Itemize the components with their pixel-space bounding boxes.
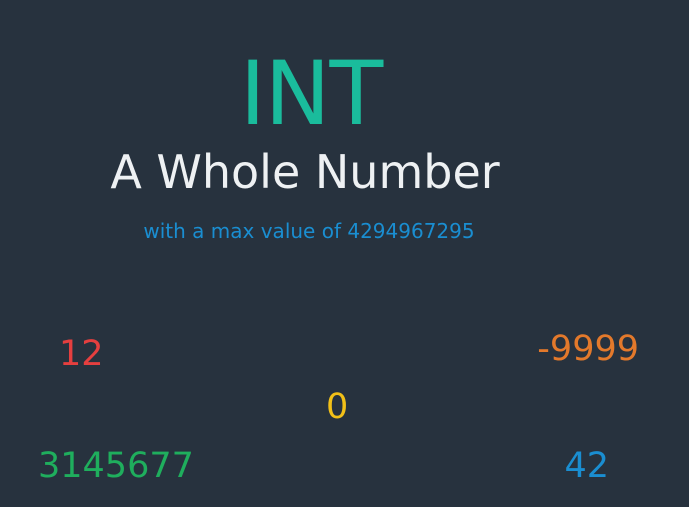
type-title: INT bbox=[239, 42, 384, 145]
example-number-42: 42 bbox=[564, 446, 609, 486]
example-number-12: 12 bbox=[59, 334, 104, 374]
example-number-negative-9999: -9999 bbox=[537, 329, 639, 369]
max-value-note: with a max value of 4294967295 bbox=[143, 219, 475, 243]
example-number-0: 0 bbox=[326, 387, 349, 427]
example-number-3145677: 3145677 bbox=[38, 446, 194, 486]
type-description: A Whole Number bbox=[110, 145, 500, 199]
